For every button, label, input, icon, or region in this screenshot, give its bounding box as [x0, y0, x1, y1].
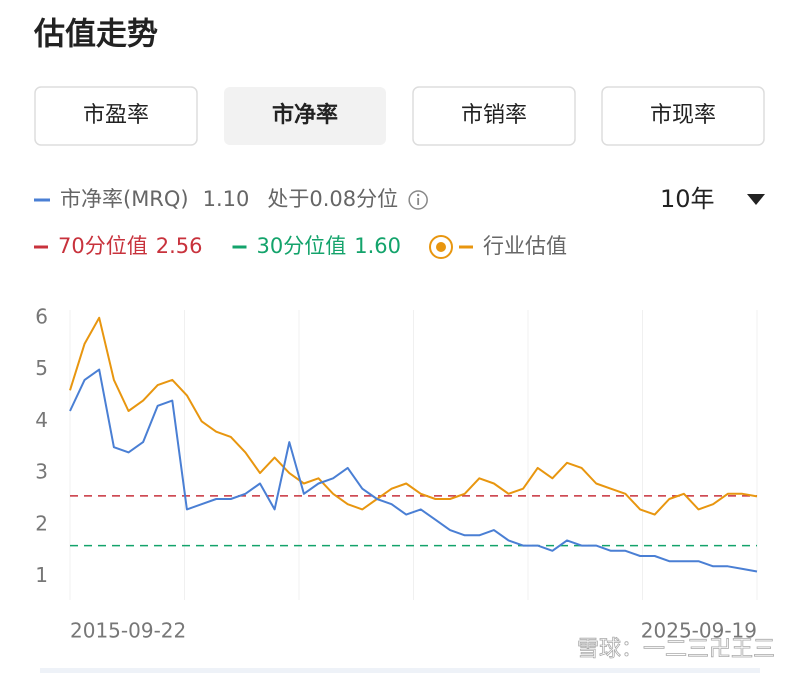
series-line	[69, 316, 758, 516]
series-line	[69, 368, 758, 573]
legend-value: 2.56	[156, 234, 203, 258]
tab[interactable]	[412, 86, 576, 146]
legend-label: 70分位值	[58, 234, 148, 258]
title: 估值走势	[33, 17, 158, 53]
x-tick-label: 2015-09-22	[70, 619, 186, 643]
tab[interactable]	[34, 86, 198, 146]
current-value: 1.10	[203, 187, 250, 211]
bottom-bar	[40, 668, 760, 673]
y-tick-label: 2	[35, 511, 48, 535]
legend-label: 30分位值	[257, 234, 347, 258]
dropdown-arrow[interactable]	[747, 194, 765, 205]
watermark: 雪球：一二三卍王三	[577, 637, 775, 662]
tab-label[interactable]: 市现率	[650, 103, 716, 128]
y-tick-label: 3	[35, 460, 48, 484]
period-select[interactable]: 10年	[660, 185, 715, 213]
legend-value: 1.60	[354, 234, 401, 258]
tab-label[interactable]: 市销率	[461, 103, 527, 128]
y-tick-label: 1	[35, 563, 48, 587]
x-tick-label: 2025-09-19	[641, 619, 757, 643]
y-tick-label: 6	[35, 304, 48, 328]
legend-label: 行业估值	[483, 234, 567, 258]
y-tick-label: 5	[35, 356, 48, 380]
info-icon-dot	[416, 193, 420, 197]
percentile: 处于0.08分位	[267, 187, 398, 211]
tab[interactable]	[601, 86, 765, 146]
legend-label: 市净率(MRQ)	[60, 187, 189, 211]
info-icon[interactable]	[408, 190, 428, 210]
legend-toggle-dot	[436, 242, 446, 252]
tab[interactable]	[224, 87, 386, 145]
legend-toggle[interactable]	[429, 235, 453, 259]
tab-label[interactable]: 市盈率	[83, 103, 149, 128]
tab-label[interactable]: 市净率	[272, 102, 338, 128]
y-tick-label: 4	[35, 408, 48, 432]
